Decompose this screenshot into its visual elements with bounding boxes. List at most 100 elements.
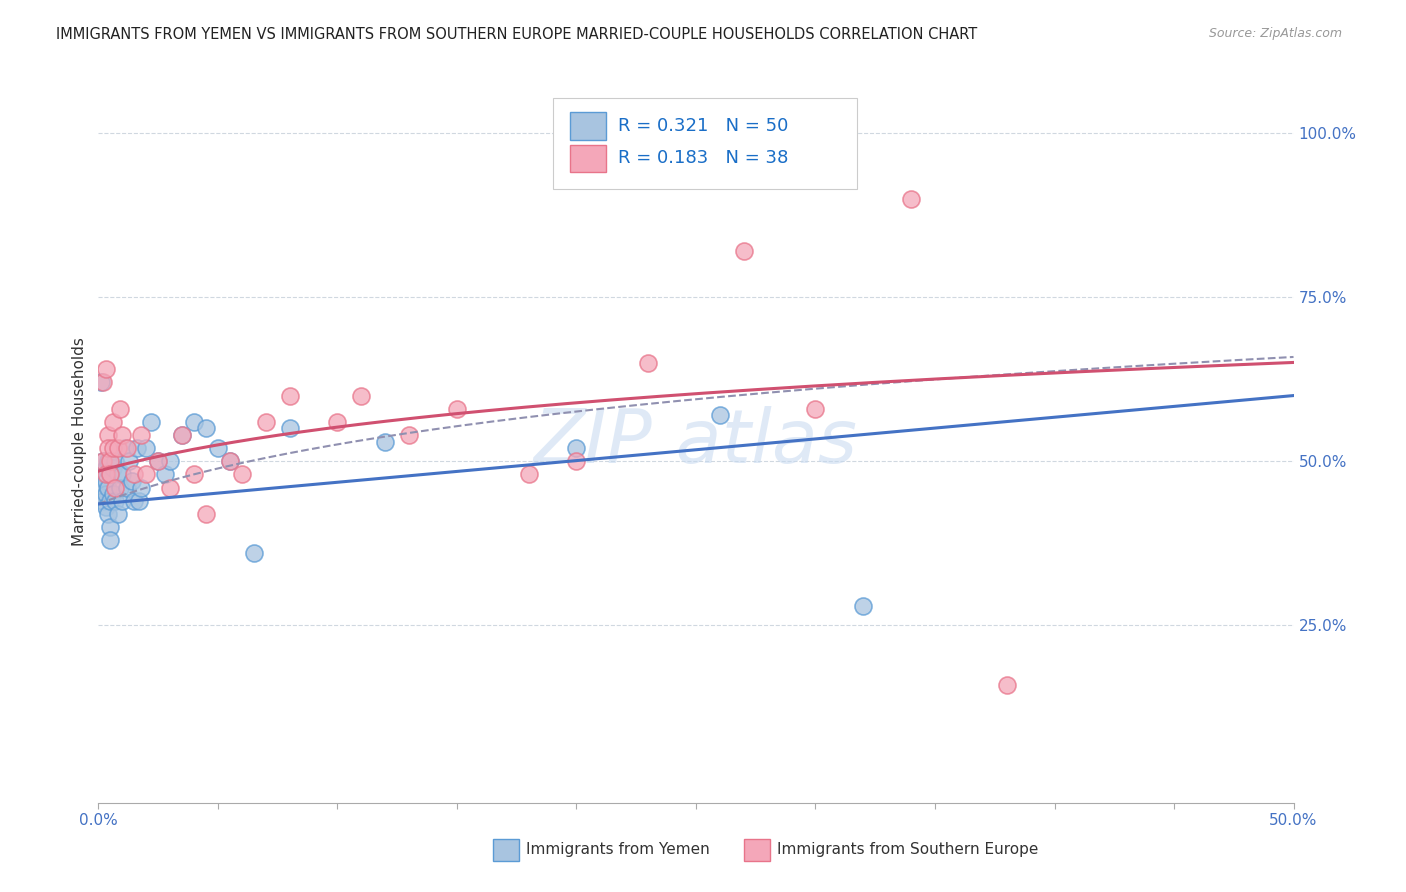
Point <box>517 467 540 482</box>
Text: Immigrants from Yemen: Immigrants from Yemen <box>526 842 710 857</box>
Point <box>172 428 194 442</box>
Point <box>108 401 131 416</box>
Point <box>183 415 205 429</box>
Point <box>121 474 143 488</box>
Point <box>90 467 112 482</box>
Text: Source: ZipAtlas.com: Source: ZipAtlas.com <box>1209 27 1343 40</box>
Bar <box>744 838 770 861</box>
Point <box>97 454 120 468</box>
Point <box>124 493 146 508</box>
Point <box>183 467 205 482</box>
Point <box>90 487 112 501</box>
Point <box>159 454 181 468</box>
Bar <box>571 145 606 172</box>
Point <box>97 441 120 455</box>
Text: R = 0.321   N = 50: R = 0.321 N = 50 <box>619 117 789 135</box>
Point <box>98 454 122 468</box>
Point <box>91 493 114 508</box>
Point <box>172 428 194 442</box>
Point <box>278 421 301 435</box>
Point <box>350 388 373 402</box>
Point <box>128 493 150 508</box>
Point <box>446 401 468 416</box>
Point <box>155 467 177 482</box>
Point <box>107 467 129 482</box>
Text: Immigrants from Southern Europe: Immigrants from Southern Europe <box>778 842 1039 857</box>
Point <box>231 467 253 482</box>
Point <box>107 441 129 455</box>
Point <box>995 677 1018 691</box>
Point <box>108 481 131 495</box>
Point <box>94 500 117 515</box>
Point <box>98 467 122 482</box>
Point <box>118 454 141 468</box>
Point <box>398 428 420 442</box>
Text: ZIP atlas: ZIP atlas <box>534 406 858 477</box>
Point <box>94 474 117 488</box>
Point <box>101 441 124 455</box>
Point <box>97 507 120 521</box>
Point <box>114 441 136 455</box>
Point <box>97 481 120 495</box>
Point <box>125 441 148 455</box>
Point <box>111 493 134 508</box>
Point <box>159 481 181 495</box>
Point <box>852 599 875 613</box>
Point <box>98 533 122 547</box>
Point <box>94 467 117 482</box>
Point <box>374 434 396 449</box>
Point <box>139 415 162 429</box>
Point <box>104 493 127 508</box>
Bar <box>494 838 519 861</box>
Point <box>124 467 146 482</box>
Point <box>207 441 229 455</box>
Point <box>91 376 114 390</box>
Point <box>97 428 120 442</box>
Point <box>900 192 922 206</box>
Point <box>131 481 153 495</box>
Point <box>94 362 117 376</box>
Point <box>131 428 153 442</box>
Point <box>804 401 827 416</box>
Point <box>115 441 138 455</box>
Point <box>195 507 218 521</box>
Point <box>101 415 124 429</box>
Point <box>709 409 731 423</box>
Point <box>243 546 266 560</box>
Point <box>111 428 134 442</box>
Point <box>148 454 170 468</box>
Point <box>219 454 242 468</box>
Point <box>115 481 138 495</box>
Point <box>98 467 122 482</box>
Point <box>565 454 588 468</box>
Point <box>733 244 755 258</box>
Point <box>148 454 170 468</box>
FancyBboxPatch shape <box>553 98 858 189</box>
Point <box>111 467 134 482</box>
Point <box>91 454 114 468</box>
Point <box>107 507 129 521</box>
Point <box>91 454 114 468</box>
Point <box>278 388 301 402</box>
Point <box>326 415 349 429</box>
Point <box>91 481 114 495</box>
Point <box>104 481 127 495</box>
Text: IMMIGRANTS FROM YEMEN VS IMMIGRANTS FROM SOUTHERN EUROPE MARRIED-COUPLE HOUSEHOL: IMMIGRANTS FROM YEMEN VS IMMIGRANTS FROM… <box>56 27 977 42</box>
Y-axis label: Married-couple Households: Married-couple Households <box>72 337 87 546</box>
Point <box>637 356 659 370</box>
Point <box>254 415 277 429</box>
Point <box>565 441 588 455</box>
Point <box>101 487 124 501</box>
Point <box>135 467 157 482</box>
Point <box>219 454 242 468</box>
Point <box>98 493 122 508</box>
Point <box>98 520 122 534</box>
Bar <box>571 112 606 139</box>
Point <box>135 441 157 455</box>
Point <box>90 376 112 390</box>
Point <box>104 454 127 468</box>
Point <box>101 460 124 475</box>
Point <box>94 460 117 475</box>
Point <box>94 487 117 501</box>
Text: R = 0.183   N = 38: R = 0.183 N = 38 <box>619 149 789 168</box>
